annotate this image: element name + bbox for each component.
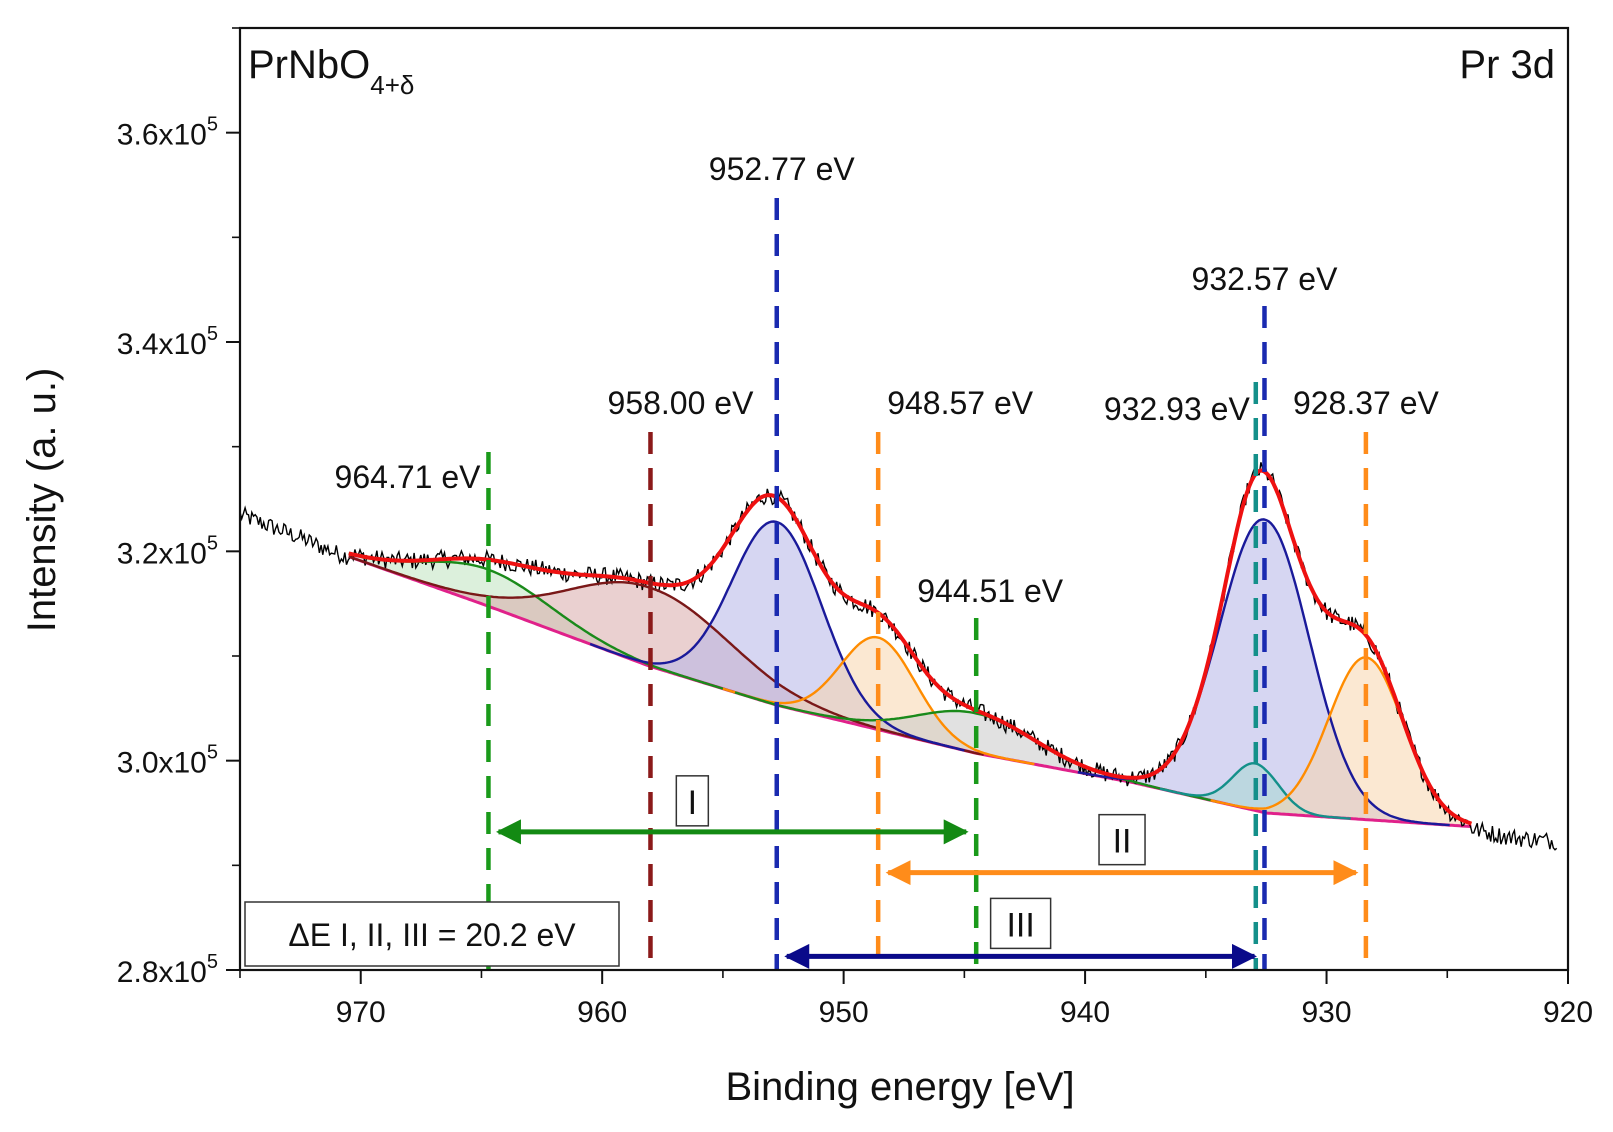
axes-layer: 970 960 950 940 930 920 2.8x105 3.0x105 3.2x105 3… [117,26,1593,1029]
y-tick-label-4: 3.4x105 [117,323,218,361]
peak-marker-label-1: 964.71 eV [335,459,482,495]
range-label-2: II [1113,823,1132,861]
sample-label: PrNbO4+δ [248,43,414,100]
y-tick-label-5: 3.6x105 [117,114,218,152]
x-tick-label-2: 960 [577,996,627,1029]
range-label-1: I [688,784,697,822]
plot-frame [238,26,1570,972]
peak-marker-layer: 964.71 eV 958.00 eV 952.77 eV 948.57 eV 944.… [335,151,1440,970]
peak-marker-label-2: 958.00 eV [608,385,755,421]
annotation-text: ΔE I, II, III = 20.2 eV [288,917,576,953]
y-tick-label-3: 3.2x105 [117,532,218,570]
x-axis-title: Binding energy [eV] [725,1065,1074,1109]
y-tick-label-2: 3.0x105 [117,742,218,780]
delta-e-annotation: ΔE I, II, III = 20.2 eV [244,901,620,967]
component-fill-8 [1210,657,1472,827]
range-label-3: III [1006,906,1034,944]
component-fill-2 [348,556,984,755]
component-curve-5 [734,691,1219,804]
envelope-layer [348,468,1473,826]
x-tick-label-3: 950 [819,996,869,1029]
range-label-box-1 [675,775,710,827]
range-label-box-3 [989,897,1052,950]
peak-marker-label-4: 948.57 eV [887,385,1034,421]
x-tick-label-6: 920 [1543,996,1593,1029]
peak-marker-label-5: 944.51 eV [917,573,1064,609]
raw-spectrum [239,462,1558,851]
region-label: Pr 3d [1459,43,1555,87]
y-tick-label-1: 2.8x105 [117,951,218,989]
peak-marker-label-6: 932.93 eV [1104,391,1251,427]
raw-spectrum-layer [239,462,1558,851]
range-label-box-2 [1098,813,1146,866]
y-axis-title: Intensity (a. u.) [20,368,64,633]
x-tick-label-5: 930 [1302,996,1352,1029]
peak-marker-label-8: 928.37 eV [1293,385,1440,421]
envelope-curve [348,468,1473,826]
peak-marker-label-7: 932.57 eV [1192,261,1339,297]
peak-marker-label-3: 952.77 eV [709,151,856,187]
x-tick-label-1: 970 [336,996,386,1029]
x-tick-label-4: 940 [1060,996,1110,1029]
annotation-box [244,901,620,967]
